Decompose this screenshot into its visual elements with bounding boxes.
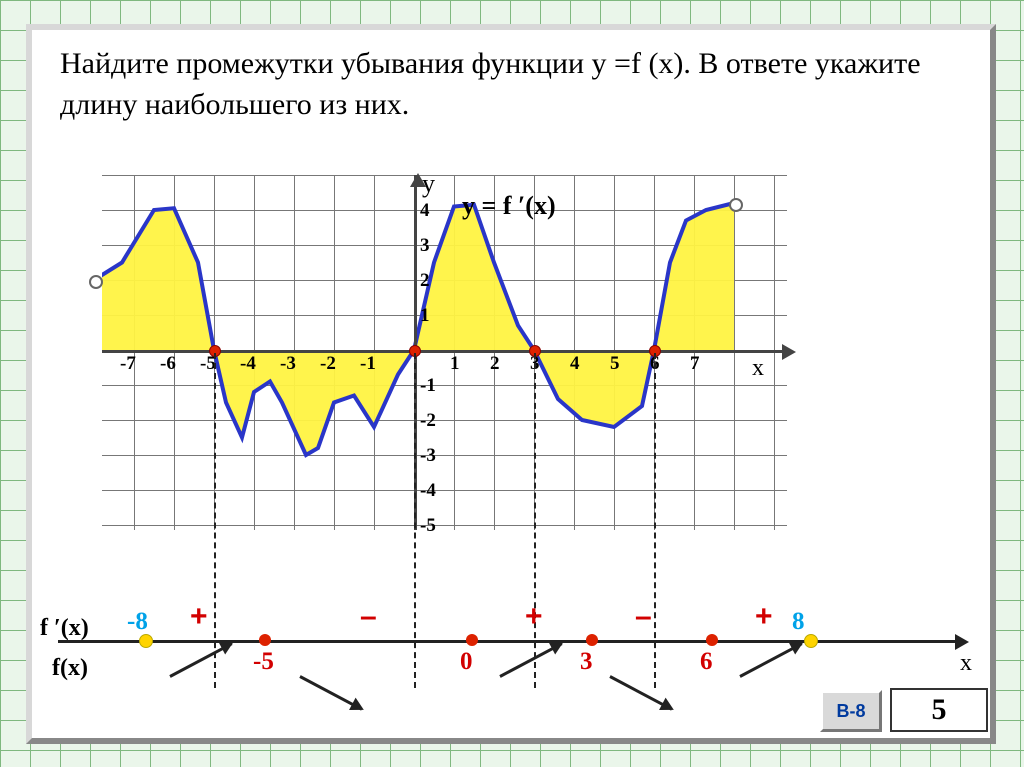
monotonicity-arrow-icon bbox=[609, 675, 672, 711]
endpoint-dot bbox=[804, 634, 818, 648]
endpoint-label: 8 bbox=[792, 608, 805, 636]
monotonicity-arrow-icon bbox=[739, 642, 802, 678]
f-label: f(x) bbox=[52, 655, 88, 682]
y-tick: -3 bbox=[420, 445, 436, 467]
x-tick: -6 bbox=[160, 353, 176, 375]
monotonicity-arrow-icon bbox=[499, 642, 562, 678]
y-tick: 4 bbox=[420, 200, 430, 222]
y-tick: -5 bbox=[420, 515, 436, 537]
y-tick: -4 bbox=[420, 480, 436, 502]
variant-button[interactable]: В-8 bbox=[820, 690, 882, 732]
y-tick: -2 bbox=[420, 410, 436, 432]
critical-point-label: 0 bbox=[460, 648, 473, 676]
x-tick: 2 bbox=[490, 353, 500, 375]
critical-point-label: 6 bbox=[700, 648, 713, 676]
y-tick: 2 bbox=[420, 270, 430, 292]
sign-label: – bbox=[635, 600, 652, 634]
critical-point-dot bbox=[706, 634, 718, 646]
endpoint-label: -8 bbox=[127, 608, 148, 636]
critical-point-dot bbox=[586, 634, 598, 646]
sign-label: + bbox=[190, 600, 208, 634]
x-tick: -4 bbox=[240, 353, 256, 375]
x-tick: -1 bbox=[360, 353, 376, 375]
critical-point-label: -5 bbox=[253, 648, 274, 676]
problem-card: Найдите промежутки убывания функции y =f… bbox=[26, 24, 996, 744]
endpoint-dot bbox=[139, 634, 153, 648]
x-tick: -3 bbox=[280, 353, 296, 375]
monotonicity-arrow-icon bbox=[169, 642, 232, 678]
y-tick: 1 bbox=[420, 305, 430, 327]
critical-point-dot bbox=[466, 634, 478, 646]
y-tick: 3 bbox=[420, 235, 430, 257]
monotonicity-arrow-icon bbox=[299, 675, 362, 711]
sign-label: + bbox=[525, 600, 543, 634]
x-axis-arrow-icon bbox=[782, 344, 796, 360]
y-tick: -1 bbox=[420, 375, 436, 397]
open-endpoint-dot bbox=[729, 198, 743, 212]
derivative-chart: y x y = f ′(x) -7-6-5-4-3-2-11234567-5-4… bbox=[102, 175, 787, 530]
x-tick: -2 bbox=[320, 353, 336, 375]
x-tick: -7 bbox=[120, 353, 136, 375]
number-line-axis bbox=[58, 640, 958, 643]
critical-point-dot bbox=[259, 634, 271, 646]
critical-point-label: 3 bbox=[580, 648, 593, 676]
open-endpoint-dot bbox=[89, 275, 103, 289]
x-tick: 5 bbox=[610, 353, 620, 375]
number-line-arrow-icon bbox=[955, 634, 969, 650]
sign-label: – bbox=[360, 600, 377, 634]
x-tick: 1 bbox=[450, 353, 460, 375]
answer-box: 5 bbox=[890, 688, 988, 732]
y-axis-label: y bbox=[422, 169, 435, 199]
question-text: Найдите промежутки убывания функции y =f… bbox=[32, 30, 990, 125]
sign-label: + bbox=[755, 600, 773, 634]
number-line-x-label: x bbox=[960, 650, 972, 677]
x-tick: 4 bbox=[570, 353, 580, 375]
x-axis-label: x bbox=[752, 355, 764, 382]
x-tick: 7 bbox=[690, 353, 700, 375]
fprime-label: f ′(x) bbox=[40, 615, 89, 642]
curve-label: y = f ′(x) bbox=[462, 191, 556, 221]
